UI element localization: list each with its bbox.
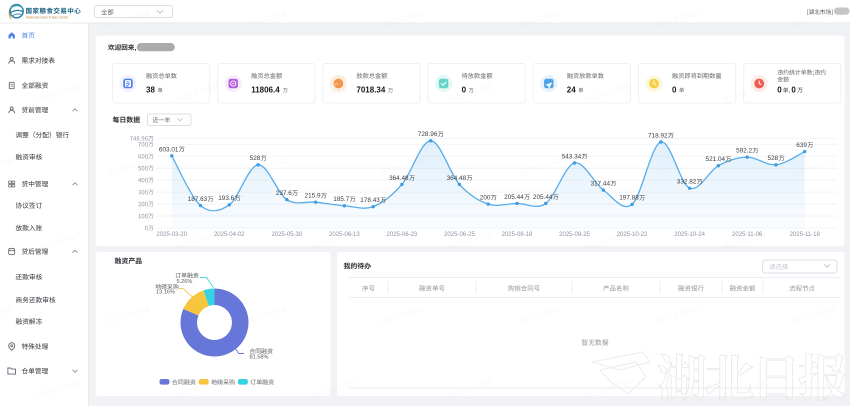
svg-text:2025-11-18: 2025-11-18	[790, 232, 821, 238]
svg-text:185.7: 185.7	[333, 196, 349, 203]
svg-text:2025-05-30: 2025-05-30	[271, 232, 302, 238]
svg-text:364.48: 364.48	[447, 175, 467, 182]
svg-text:187.63: 187.63	[188, 196, 208, 203]
svg-text:,: ,	[135, 45, 137, 52]
svg-text:38: 38	[146, 86, 155, 95]
svg-text:639: 639	[796, 142, 807, 149]
svg-text:592.2: 592.2	[736, 148, 752, 155]
svg-text:2025-06-25: 2025-06-25	[444, 232, 475, 238]
svg-text:2025-06-13: 2025-06-13	[329, 232, 360, 238]
svg-text:2025-03-20: 2025-03-20	[156, 232, 187, 238]
svg-text:2025-10-24: 2025-10-24	[674, 232, 705, 238]
svg-text:528: 528	[768, 155, 779, 162]
svg-text:332.82: 332.82	[677, 179, 697, 186]
svg-text:603.01: 603.01	[159, 146, 179, 153]
svg-text:7018.34: 7018.34	[356, 86, 385, 95]
svg-text:National Grain Trade Center: National Grain Trade Center	[26, 15, 69, 19]
svg-text:0: 0	[777, 86, 782, 95]
svg-text:13.16%: 13.16%	[156, 289, 175, 295]
svg-text:205.44: 205.44	[533, 194, 553, 201]
svg-text:81.58%: 81.58%	[250, 355, 269, 361]
svg-text:24: 24	[567, 86, 576, 95]
svg-text:718.92: 718.92	[648, 132, 668, 139]
svg-text:11806.4: 11806.4	[251, 86, 280, 95]
svg-text:205.44: 205.44	[504, 194, 524, 201]
svg-text:2025-04-02: 2025-04-02	[214, 232, 245, 238]
svg-text:728.96: 728.96	[418, 131, 438, 138]
svg-text:197.88: 197.88	[619, 195, 639, 202]
svg-text:2025-09-25: 2025-09-25	[559, 232, 590, 238]
svg-text:364.48: 364.48	[389, 175, 409, 182]
svg-text:215.9: 215.9	[305, 193, 321, 200]
svg-text:5.26%: 5.26%	[177, 279, 193, 285]
svg-text:0: 0	[791, 86, 796, 95]
svg-text:528: 528	[250, 155, 261, 162]
svg-text:200: 200	[480, 194, 491, 201]
svg-text:0: 0	[672, 86, 677, 95]
svg-text:193.6: 193.6	[218, 195, 234, 202]
svg-text:2025-11-06: 2025-11-06	[732, 232, 763, 238]
svg-text:543.34: 543.34	[562, 153, 582, 160]
svg-text:521.04: 521.04	[706, 156, 726, 163]
svg-text:2025-06-23: 2025-06-23	[387, 232, 418, 238]
svg-text:,: ,	[789, 88, 791, 95]
svg-text:2025-10-22: 2025-10-22	[617, 232, 648, 238]
svg-text:178.43: 178.43	[360, 197, 380, 204]
svg-text:0: 0	[462, 86, 467, 95]
svg-text:317.44: 317.44	[590, 180, 610, 187]
svg-text:237.6: 237.6	[276, 190, 292, 197]
svg-text:2025-08-18: 2025-08-18	[502, 232, 533, 238]
